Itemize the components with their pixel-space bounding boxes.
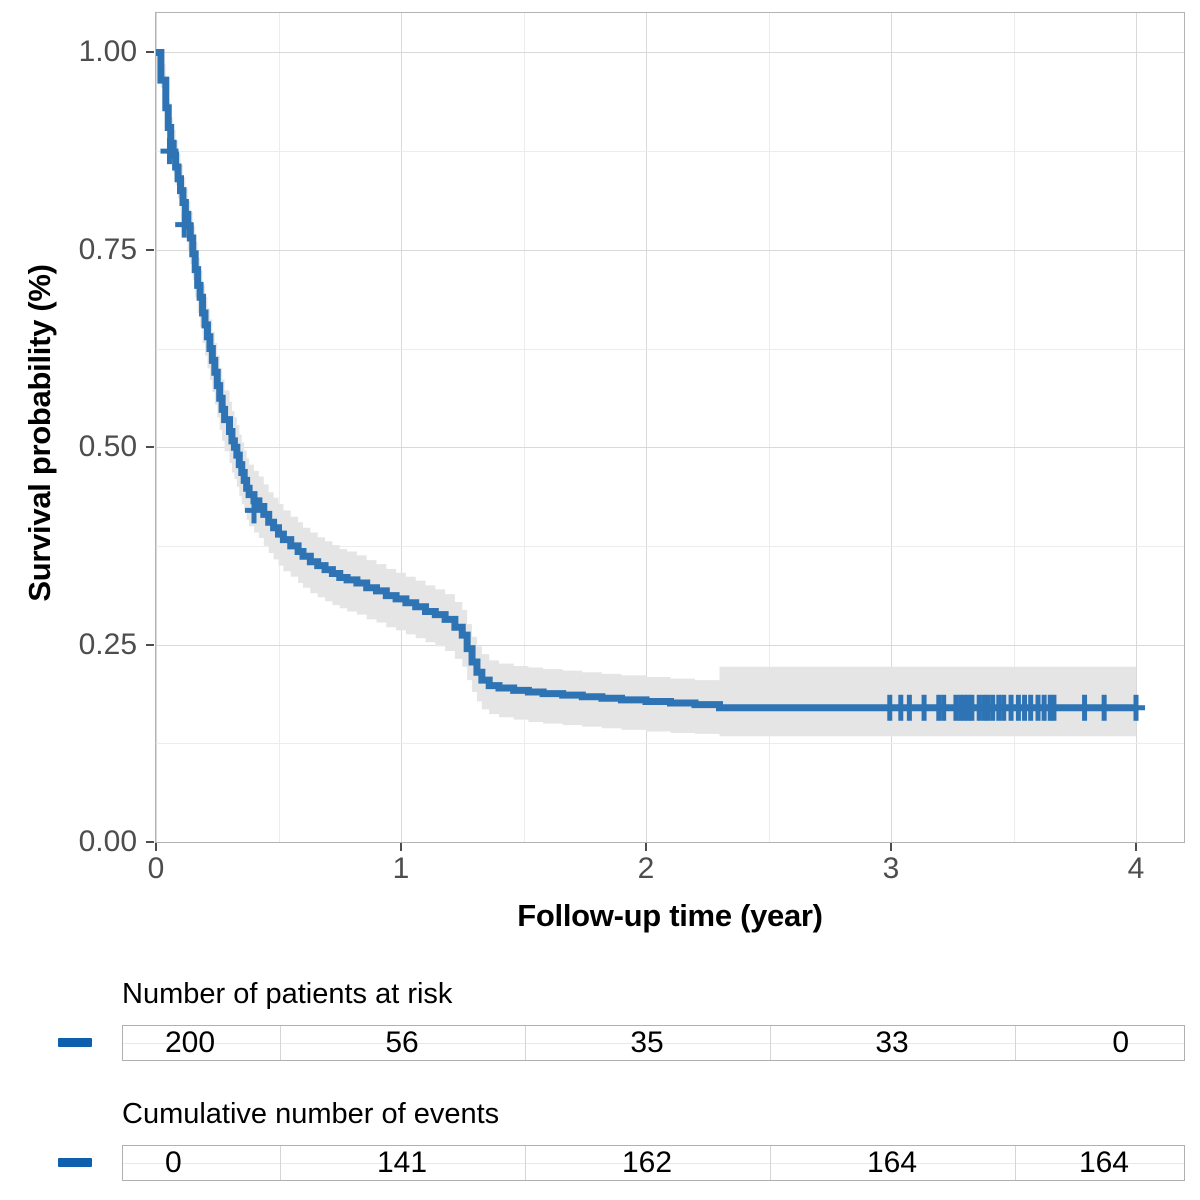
risk-table-column-separator (1014, 1146, 1016, 1180)
x-axis-tick-label: 0 (147, 852, 165, 885)
risk-table-cell: 0 (1112, 1026, 1129, 1059)
risk-table-column-separator (279, 1146, 281, 1180)
x-axis-tick-mark (400, 843, 402, 851)
risk-table-column-separator (1014, 1026, 1016, 1060)
risk-table-cell: 164 (866, 1146, 918, 1179)
legend-swatch (58, 1158, 92, 1167)
risk-table-cell: 141 (376, 1146, 428, 1179)
gridline-major-vertical (1136, 13, 1137, 842)
risk-table-column-separator (279, 1026, 281, 1060)
x-axis-tick-mark (155, 843, 157, 851)
y-axis-tick-mark (146, 841, 154, 843)
gridline-minor-horizontal (156, 743, 1184, 745)
confidence-interval-band (156, 52, 1136, 737)
gridline-minor-vertical (523, 13, 525, 842)
gridline-minor-horizontal (156, 348, 1184, 350)
risk-table-cell: 0 (165, 1146, 182, 1179)
survival-step-line (156, 48, 1136, 712)
legend-swatch (58, 1038, 92, 1047)
x-axis-tick-mark (890, 843, 892, 851)
risk-table-cell: 162 (621, 1146, 673, 1179)
y-axis-tick-label: 0.00 (78, 825, 137, 858)
x-axis-tick-mark (1135, 843, 1137, 851)
risk-table-cell: 200 (165, 1026, 216, 1059)
risk-table-cell: 56 (385, 1026, 419, 1059)
gridline-major-horizontal (156, 644, 1184, 646)
plot-area: Survival probability (%) 0.00 0.25 0.50 0.7… (22, 12, 1185, 933)
gridline-major-horizontal (156, 52, 1184, 54)
gridline-major-horizontal (156, 249, 1184, 251)
gridline-minor-vertical (278, 13, 280, 842)
gridline-minor-horizontal (156, 151, 1184, 153)
risk-table-row: 200 56 35 33 0 (122, 1025, 1185, 1061)
gridline-major-vertical (156, 13, 157, 842)
x-axis-tick-label: 2 (637, 852, 655, 885)
y-axis-tick-mark (146, 446, 154, 449)
gridline-minor-horizontal (156, 545, 1184, 547)
risk-table-column-separator (524, 1026, 526, 1060)
x-axis-tick-mark (645, 843, 647, 851)
y-axis-tick-mark (146, 248, 154, 251)
censoring-tick-marks (160, 138, 1145, 721)
x-axis-title: Follow-up time (year) (517, 898, 823, 933)
gridline-major-horizontal (156, 447, 1184, 449)
y-axis-tick-mark (146, 51, 154, 54)
survival-curve-svg (156, 48, 1145, 737)
y-axis-tick-label: 1.00 (78, 35, 137, 69)
risk-table-column-separator (769, 1026, 771, 1060)
risk-table-cell: 35 (630, 1026, 664, 1059)
risk-table-title: Number of patients at risk (122, 978, 453, 1010)
gridline-major-horizontal (156, 842, 1184, 843)
x-axis-tick-label: 3 (882, 852, 900, 885)
gridline-minor-vertical (768, 13, 770, 842)
gridline-major-vertical (891, 13, 892, 842)
risk-table-cell: 164 (1078, 1146, 1129, 1179)
x-axis-tick-label: 4 (1127, 852, 1145, 885)
risk-table-column-separator (524, 1146, 526, 1180)
risk-table-midline (123, 1043, 1184, 1044)
y-axis-tick-mark (146, 643, 154, 646)
x-axis-tick-label: 1 (392, 852, 410, 885)
y-axis-tick-label: 0.75 (78, 232, 137, 266)
gridline-minor-vertical (1013, 13, 1015, 842)
risk-table-column-separator (769, 1146, 771, 1180)
gridline-major-vertical (401, 13, 402, 842)
plot-panel (155, 12, 1185, 843)
y-axis-tick-label: 0.25 (78, 627, 137, 661)
risk-table-title: Cumulative number of events (122, 1098, 500, 1130)
y-axis-tick-label: 0.50 (78, 430, 137, 464)
risk-table-row: 0 141 162 164 164 (122, 1145, 1185, 1181)
gridline-major-vertical (646, 13, 647, 842)
risk-table-cell: 33 (875, 1026, 909, 1059)
risk-table-midline (123, 1163, 1184, 1164)
